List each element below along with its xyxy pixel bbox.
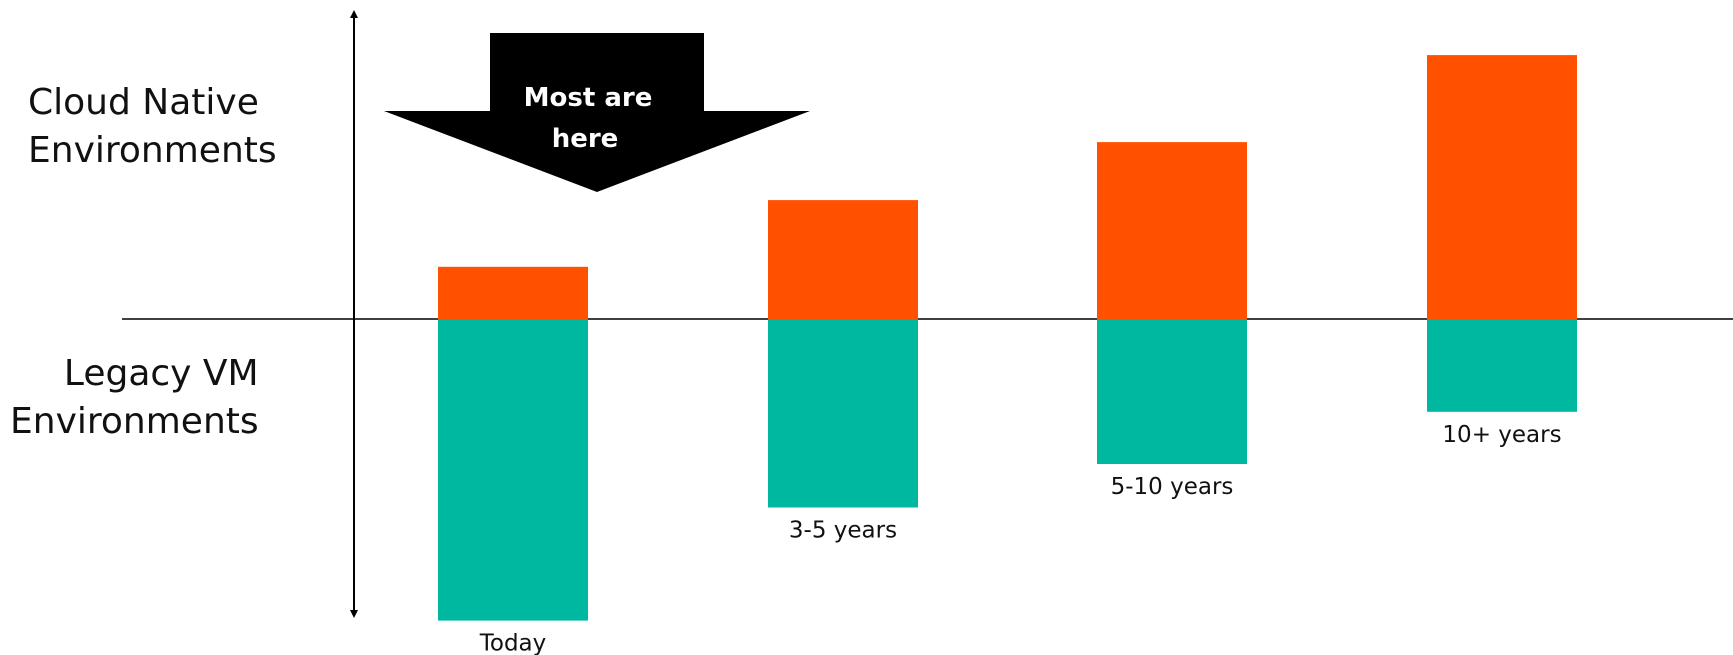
category-label-10-years: 10+ years xyxy=(1442,422,1561,448)
bar-cloud-native-today xyxy=(438,266,588,319)
legacy-vm-label-line-2: Environments xyxy=(10,401,259,442)
bar-legacy-vm-today xyxy=(438,319,588,621)
cloud-native-label: Cloud Native Environments xyxy=(28,79,277,175)
bar-cloud-native-10-years xyxy=(1427,55,1577,319)
bar-cloud-native-5-10-years xyxy=(1097,142,1247,319)
legacy-vm-label-line-1: Legacy VM xyxy=(63,353,259,394)
cloud-native-label-line-2: Environments xyxy=(28,130,277,171)
category-label-5-10-years: 5-10 years xyxy=(1111,474,1234,500)
category-label-3-5-years: 3-5 years xyxy=(789,518,897,544)
bar-legacy-vm-3-5-years xyxy=(768,319,918,508)
callout-line-1: Most are xyxy=(524,83,653,113)
category-label-today: Today xyxy=(479,631,547,655)
bar-legacy-vm-5-10-years xyxy=(1097,319,1247,464)
category-labels: Today 3-5 years 5-10 years 10+ years xyxy=(479,422,1562,655)
bars-group xyxy=(438,55,1577,621)
callout-line-2: here xyxy=(552,124,619,154)
legacy-vm-label: Legacy VM Environments xyxy=(10,350,259,446)
callout-arrow-shape xyxy=(384,33,810,192)
bar-legacy-vm-10-years xyxy=(1427,319,1577,412)
bar-cloud-native-3-5-years xyxy=(768,200,918,319)
callout-arrow: Most are here xyxy=(384,33,810,192)
cloud-native-label-line-1: Cloud Native xyxy=(28,82,259,123)
